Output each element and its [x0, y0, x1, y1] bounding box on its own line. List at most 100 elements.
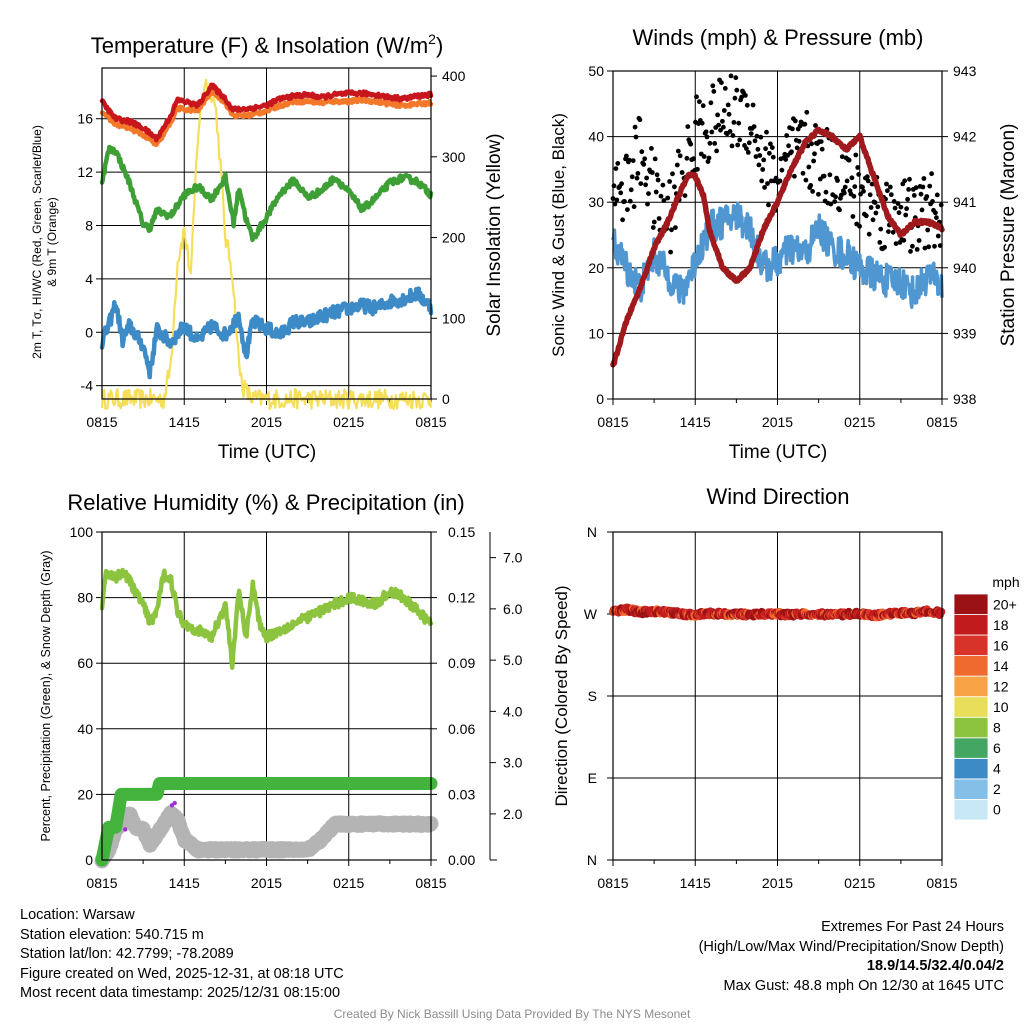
- wind-x-tick-label: 0815: [926, 414, 957, 430]
- gust-point: [851, 193, 857, 199]
- gust-point: [761, 157, 767, 163]
- temp-y-axis-label-line1: 2m T, Tσ, HI/WC (Red, Green, Scarlet/Blu…: [30, 125, 44, 359]
- gust-point: [901, 237, 907, 243]
- gust-point: [642, 156, 648, 162]
- gust-point: [751, 124, 757, 129]
- gust-point: [938, 202, 944, 208]
- rh-y-tick-label: 0: [85, 852, 93, 868]
- precip-y-tick-label: 0.00: [448, 852, 475, 868]
- legend-label: 4: [993, 761, 1001, 777]
- extremes-description: (High/Low/Max Wind/Precipitation/Snow De…: [698, 938, 1004, 955]
- gust-point: [914, 247, 920, 252]
- gust-point: [625, 207, 630, 213]
- gust-point: [802, 121, 808, 127]
- gust-point: [779, 167, 785, 173]
- gust-point: [645, 201, 650, 207]
- gust-point: [796, 138, 802, 144]
- legend-label: 12: [993, 678, 1009, 694]
- rh-x-tick-label: 0215: [333, 875, 364, 891]
- rh-y-tick-label: 80: [77, 590, 93, 606]
- wdir-y-tick-label: W: [584, 606, 598, 622]
- rh-y-tick-label: 20: [77, 786, 93, 802]
- gust-point: [846, 157, 852, 163]
- gust-point: [918, 191, 924, 197]
- gust-point: [612, 201, 618, 207]
- gust-point: [911, 193, 917, 198]
- gust-point: [916, 238, 922, 243]
- gust-point: [872, 200, 878, 205]
- rh-y-tick-label: 60: [77, 655, 93, 671]
- gust-point: [818, 139, 824, 145]
- gust-point: [885, 188, 890, 194]
- wdir-x-tick-label: 2015: [762, 875, 793, 891]
- legend-label: 16: [993, 637, 1009, 653]
- precip-marker: [123, 827, 128, 832]
- gust-point: [746, 140, 752, 146]
- gust-point: [792, 173, 797, 179]
- gust-point: [654, 172, 660, 178]
- gust-point: [720, 118, 725, 124]
- gust-point: [730, 133, 736, 138]
- snow-depth-y-tick-label: 4.0: [503, 703, 523, 719]
- gust-point: [841, 190, 847, 196]
- solar-insolation-line: [100, 78, 433, 411]
- gust-point: [679, 170, 685, 175]
- gust-point: [709, 129, 715, 135]
- temp-y-tick-label: 4: [85, 271, 93, 287]
- wind-y-tick-label: 40: [588, 129, 604, 145]
- gust-point: [759, 178, 765, 184]
- station-info: Location: Warsaw Station elevation: 540.…: [20, 906, 344, 1004]
- gust-point: [861, 188, 866, 194]
- precip-y-tick-label: 0.15: [448, 524, 475, 540]
- legend-swatch: [953, 655, 989, 677]
- gust-point: [893, 241, 899, 247]
- gust-point: [898, 204, 904, 210]
- gust-point: [902, 178, 908, 184]
- gust-point: [765, 181, 770, 186]
- gust-point: [878, 226, 884, 232]
- gust-point: [896, 210, 902, 216]
- legend-label: 14: [993, 658, 1009, 674]
- gust-point: [855, 165, 861, 170]
- gust-point: [849, 175, 855, 181]
- gust-point: [620, 217, 625, 223]
- gust-point: [767, 150, 772, 156]
- t9m-line: [99, 87, 434, 148]
- gust-point: [811, 158, 816, 164]
- gust-point: [929, 171, 934, 177]
- legend-swatch: [953, 778, 989, 800]
- gust-point: [930, 199, 935, 204]
- gust-point: [762, 185, 767, 190]
- gust-point: [866, 231, 872, 237]
- gust-point: [714, 148, 719, 154]
- gust-point: [614, 197, 620, 203]
- gust-point: [760, 167, 766, 172]
- gust-point: [910, 243, 915, 249]
- gust-point: [919, 207, 925, 213]
- gust-point: [867, 192, 873, 198]
- wind-y-right-tick-label: 942: [953, 129, 977, 145]
- gust-point: [694, 94, 699, 100]
- temp-x-tick-label: 0815: [86, 414, 117, 430]
- gust-point: [844, 178, 850, 184]
- gust-point: [682, 193, 688, 199]
- gust-point: [764, 129, 769, 135]
- gust-point: [649, 170, 655, 175]
- gust-point: [839, 154, 845, 160]
- legend-swatch: [953, 614, 989, 636]
- gust-point: [837, 207, 842, 213]
- wind-y-right-tick-label: 938: [953, 391, 977, 407]
- wind-x-tick-label: 1415: [680, 414, 711, 430]
- gust-point: [650, 225, 656, 230]
- gust-point: [745, 150, 751, 155]
- gust-point: [684, 155, 690, 161]
- gust-point: [903, 212, 909, 218]
- gust-point: [906, 187, 911, 192]
- gust-point: [842, 184, 848, 190]
- gust-point: [768, 141, 773, 147]
- gust-point: [673, 225, 678, 231]
- snow-depth-y-tick-label: 5.0: [503, 652, 523, 668]
- gust-point: [656, 216, 662, 221]
- gust-point: [860, 184, 865, 190]
- gust-point: [755, 146, 761, 152]
